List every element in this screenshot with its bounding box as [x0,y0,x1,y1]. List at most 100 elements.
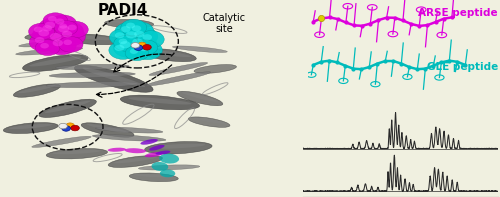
Ellipse shape [192,117,226,124]
Ellipse shape [177,91,223,106]
Ellipse shape [29,57,82,66]
Circle shape [133,41,162,60]
Circle shape [44,22,56,29]
Ellipse shape [62,34,123,45]
Ellipse shape [124,148,146,153]
Circle shape [126,31,137,38]
Circle shape [134,45,142,50]
Ellipse shape [198,65,232,70]
Ellipse shape [120,95,200,110]
Ellipse shape [68,35,116,40]
Circle shape [52,21,84,42]
Circle shape [28,23,54,40]
Circle shape [118,39,128,44]
Circle shape [142,34,152,40]
Ellipse shape [194,65,236,73]
Circle shape [43,29,77,50]
Ellipse shape [39,99,96,117]
Circle shape [46,36,76,55]
Ellipse shape [32,136,91,147]
Circle shape [38,18,69,37]
Ellipse shape [149,62,208,75]
Ellipse shape [114,157,157,163]
Circle shape [126,22,154,39]
Ellipse shape [110,20,149,24]
Text: PADI4: PADI4 [98,3,148,18]
Circle shape [43,13,68,29]
Ellipse shape [56,64,129,70]
Ellipse shape [140,139,158,145]
Ellipse shape [145,152,162,157]
Ellipse shape [172,46,228,53]
Ellipse shape [52,150,102,154]
Circle shape [138,45,149,51]
Circle shape [66,123,74,128]
Ellipse shape [46,149,108,159]
Circle shape [36,21,65,40]
Circle shape [62,126,70,131]
Ellipse shape [138,165,200,170]
Ellipse shape [146,72,210,86]
Ellipse shape [142,49,197,62]
Circle shape [58,36,83,52]
Circle shape [38,30,49,36]
Circle shape [50,15,76,32]
Text: Catalytic
site: Catalytic site [203,13,246,34]
Ellipse shape [81,123,134,137]
Circle shape [115,22,143,41]
Text: ARSE peptide: ARSE peptide [418,8,498,18]
Circle shape [120,41,130,48]
Ellipse shape [14,84,60,97]
Circle shape [70,125,80,131]
Circle shape [34,37,44,43]
Ellipse shape [149,145,164,151]
Circle shape [34,27,43,32]
Circle shape [32,26,63,45]
Circle shape [139,43,147,48]
Circle shape [50,33,62,41]
Ellipse shape [159,154,179,164]
Ellipse shape [134,174,173,177]
Ellipse shape [96,127,163,133]
Circle shape [40,43,49,48]
Circle shape [114,45,124,51]
Circle shape [121,19,146,36]
Circle shape [58,25,69,33]
Circle shape [134,31,144,37]
Ellipse shape [144,142,212,154]
Ellipse shape [152,162,168,171]
Circle shape [64,40,72,45]
Ellipse shape [160,169,176,177]
Ellipse shape [86,124,128,133]
Circle shape [68,25,76,30]
Ellipse shape [18,85,56,93]
Ellipse shape [16,47,82,55]
Circle shape [126,23,135,28]
Circle shape [110,29,136,46]
Circle shape [113,37,145,58]
Circle shape [131,43,140,48]
Ellipse shape [92,135,166,141]
Circle shape [126,34,157,54]
Ellipse shape [49,72,136,78]
Circle shape [59,23,68,29]
Ellipse shape [156,151,170,155]
Circle shape [125,46,148,61]
Circle shape [137,31,164,48]
Circle shape [132,38,143,45]
Circle shape [55,19,64,24]
Ellipse shape [4,123,58,134]
Circle shape [120,26,130,33]
Ellipse shape [104,20,154,28]
Circle shape [29,33,57,51]
Circle shape [114,35,138,51]
Ellipse shape [182,92,218,102]
Ellipse shape [74,65,153,92]
Circle shape [42,25,52,32]
Circle shape [115,32,124,38]
Ellipse shape [30,32,68,36]
Circle shape [132,25,141,31]
Circle shape [54,20,78,35]
Circle shape [48,16,56,21]
Circle shape [138,42,146,48]
